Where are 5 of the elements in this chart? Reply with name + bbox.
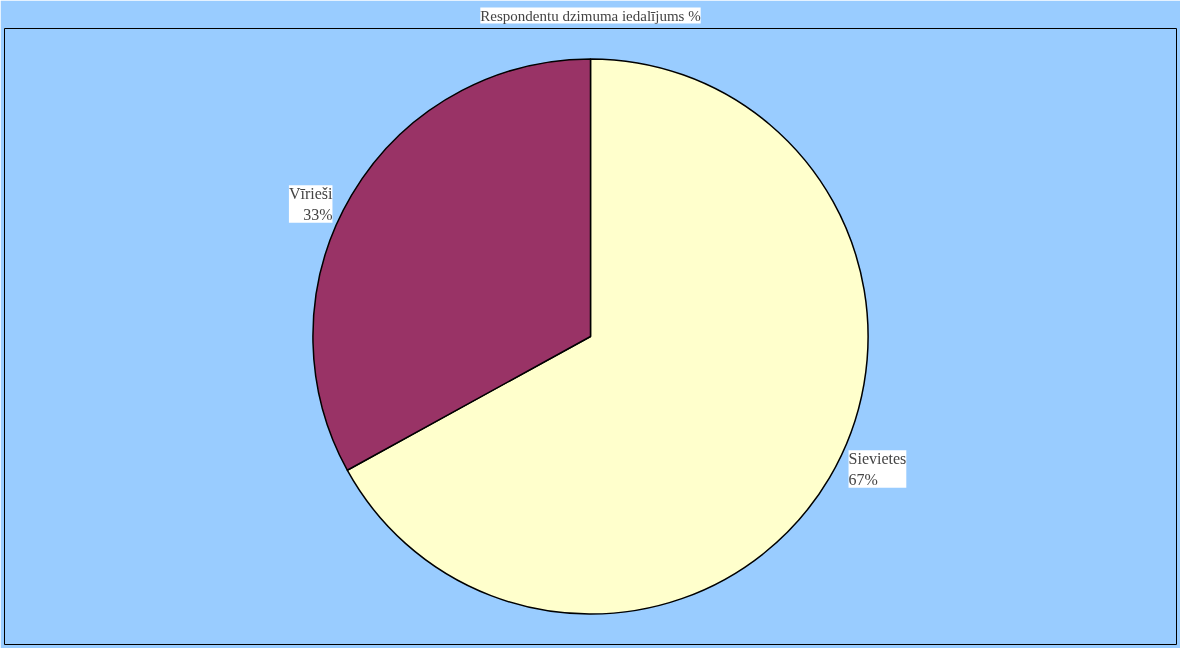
slice-label: Vīrieši: [288, 185, 334, 203]
slice-label: Sievietes: [848, 450, 907, 468]
data-label: 67%: [848, 470, 878, 488]
chart-title: Respondentu dzimuma iedalījums %: [480, 7, 701, 24]
data-label: 33%: [303, 205, 333, 223]
